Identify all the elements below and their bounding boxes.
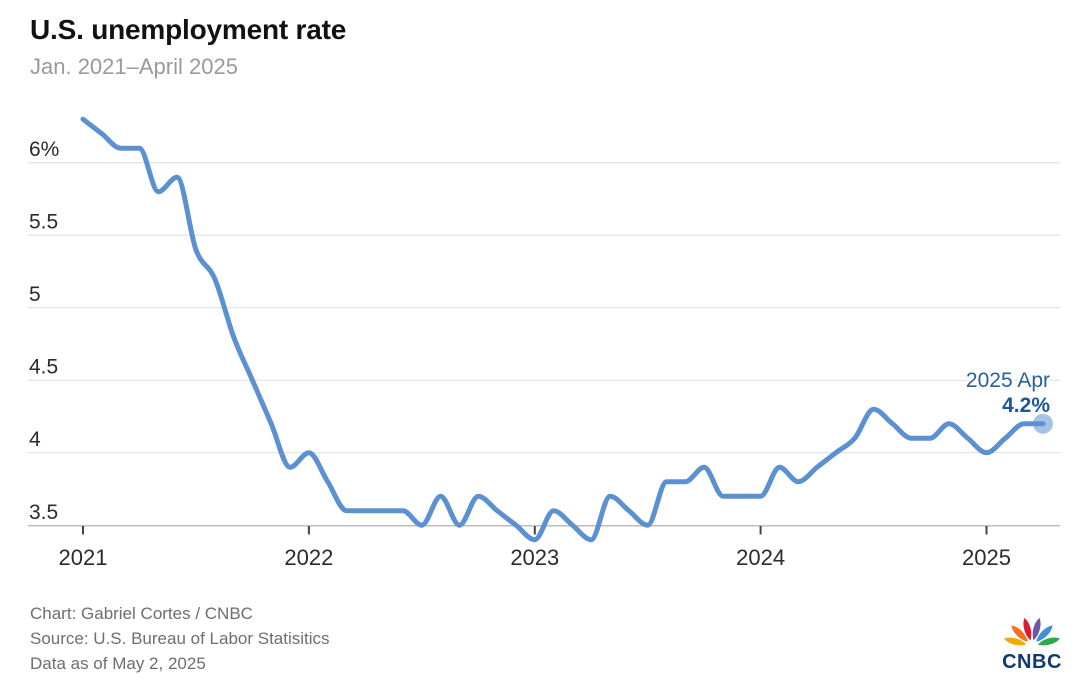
peacock-feather: [1037, 637, 1061, 646]
peacock-feather: [1003, 637, 1027, 646]
chart-subtitle: Jan. 2021–April 2025: [30, 54, 238, 79]
peacock-feather: [1036, 625, 1053, 642]
x-axis-labels: 2021 2022 2023 2024 2025: [59, 545, 1011, 570]
x-axis-label: 2022: [284, 545, 333, 570]
x-axis-label: 2021: [59, 545, 108, 570]
x-axis-label: 2025: [962, 545, 1011, 570]
y-axis-label: 4.5: [29, 356, 58, 379]
peacock-feather: [1023, 617, 1032, 641]
y-axis-label: 3.5: [29, 501, 58, 524]
latest-point-annotation: 2025 Apr 4.2%: [963, 367, 1052, 420]
x-axis-label: 2024: [736, 545, 785, 570]
peacock-feather: [1032, 617, 1041, 641]
unemployment-line-chart: 6% 5.5 5 4.5 4 3.5 2021 2022 2023 2024 2…: [28, 116, 1060, 570]
latest-point-label-value: 4.2%: [1002, 394, 1050, 417]
page-title: U.S. unemployment rate: [30, 14, 347, 45]
x-axis-ticks: [82, 526, 988, 535]
credit-line: Chart: Gabriel Cortes / CNBC: [30, 604, 253, 623]
y-axis-label: 6%: [29, 138, 59, 161]
peacock-feather: [1011, 625, 1028, 642]
cnbc-wordmark: CNBC: [1002, 651, 1062, 673]
asof-line: Data as of May 2, 2025: [30, 654, 206, 673]
series-line: [80, 116, 1046, 543]
x-axis-label: 2023: [510, 545, 559, 570]
gridlines: [28, 162, 1060, 527]
latest-point-dot: [1032, 413, 1053, 434]
y-axis-label: 4: [29, 428, 41, 451]
chart-footer: Chart: Gabriel Cortes / CNBC Source: U.S…: [30, 601, 330, 676]
y-axis-labels: 6% 5.5 5 4.5 4 3.5: [29, 138, 59, 524]
peacock-icon: [1003, 617, 1061, 646]
y-axis-label: 5: [29, 283, 41, 306]
latest-point-label-date: 2025 Apr: [966, 369, 1050, 392]
source-line: Source: U.S. Bureau of Labor Statisitics: [30, 629, 330, 648]
y-axis-label: 5.5: [29, 211, 58, 234]
cnbc-logo: CNBC: [998, 608, 1066, 674]
